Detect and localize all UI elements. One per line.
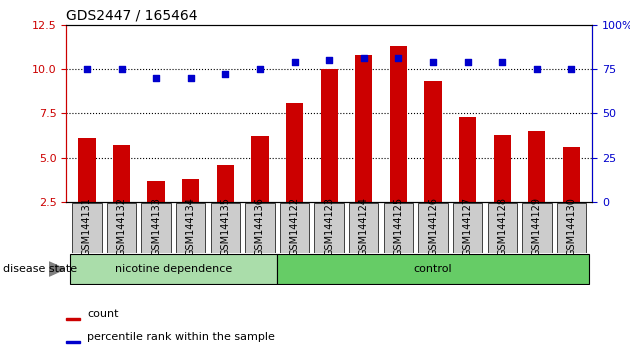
Polygon shape <box>49 262 65 276</box>
Point <box>117 66 127 72</box>
FancyBboxPatch shape <box>384 203 413 253</box>
Text: GSM144132: GSM144132 <box>117 197 127 256</box>
Text: GSM144134: GSM144134 <box>186 197 196 256</box>
Bar <box>217 165 234 202</box>
FancyBboxPatch shape <box>488 203 517 253</box>
Bar <box>286 103 303 202</box>
Text: GDS2447 / 165464: GDS2447 / 165464 <box>66 8 198 22</box>
Text: disease state: disease state <box>3 264 77 274</box>
Point <box>82 66 92 72</box>
Text: GSM144125: GSM144125 <box>393 197 403 256</box>
Point <box>566 66 576 72</box>
Text: percentile rank within the sample: percentile rank within the sample <box>87 332 275 342</box>
Bar <box>528 131 546 202</box>
Point <box>151 75 161 81</box>
Text: GSM144129: GSM144129 <box>532 197 542 256</box>
Text: GSM144130: GSM144130 <box>566 197 576 256</box>
Point <box>428 59 438 65</box>
Text: GSM144126: GSM144126 <box>428 197 438 256</box>
Bar <box>147 181 165 202</box>
Point <box>290 59 300 65</box>
Point <box>497 59 507 65</box>
Text: GSM144122: GSM144122 <box>290 197 300 256</box>
Point <box>324 57 334 63</box>
FancyBboxPatch shape <box>69 254 277 284</box>
Text: GSM144127: GSM144127 <box>462 197 472 256</box>
FancyBboxPatch shape <box>245 203 275 253</box>
Bar <box>355 55 372 202</box>
Bar <box>251 136 268 202</box>
Text: GSM144136: GSM144136 <box>255 197 265 256</box>
Bar <box>493 135 511 202</box>
Bar <box>66 341 80 343</box>
FancyBboxPatch shape <box>141 203 171 253</box>
Bar <box>66 318 80 320</box>
FancyBboxPatch shape <box>72 203 101 253</box>
Text: nicotine dependence: nicotine dependence <box>115 264 232 274</box>
Text: GSM144133: GSM144133 <box>151 197 161 256</box>
Bar <box>459 117 476 202</box>
Bar <box>78 138 96 202</box>
Bar <box>321 69 338 202</box>
FancyBboxPatch shape <box>176 203 205 253</box>
Bar <box>390 46 407 202</box>
FancyBboxPatch shape <box>453 203 483 253</box>
Point <box>186 75 196 81</box>
FancyBboxPatch shape <box>557 203 586 253</box>
Text: GSM144128: GSM144128 <box>497 197 507 256</box>
FancyBboxPatch shape <box>107 203 136 253</box>
Bar <box>563 147 580 202</box>
Bar <box>425 81 442 202</box>
FancyBboxPatch shape <box>522 203 551 253</box>
Point <box>358 56 369 61</box>
FancyBboxPatch shape <box>210 203 240 253</box>
Text: GSM144135: GSM144135 <box>220 197 231 256</box>
Point <box>220 72 231 77</box>
Text: GSM144123: GSM144123 <box>324 197 334 256</box>
Bar <box>182 179 199 202</box>
FancyBboxPatch shape <box>314 203 344 253</box>
Text: GSM144124: GSM144124 <box>358 197 369 256</box>
Point <box>462 59 472 65</box>
FancyBboxPatch shape <box>349 203 379 253</box>
Text: GSM144131: GSM144131 <box>82 197 92 256</box>
FancyBboxPatch shape <box>418 203 448 253</box>
Point <box>532 66 542 72</box>
Point <box>393 56 403 61</box>
Point <box>255 66 265 72</box>
FancyBboxPatch shape <box>280 203 309 253</box>
FancyBboxPatch shape <box>277 254 589 284</box>
Bar <box>113 145 130 202</box>
Text: control: control <box>414 264 452 274</box>
Text: count: count <box>87 309 118 319</box>
